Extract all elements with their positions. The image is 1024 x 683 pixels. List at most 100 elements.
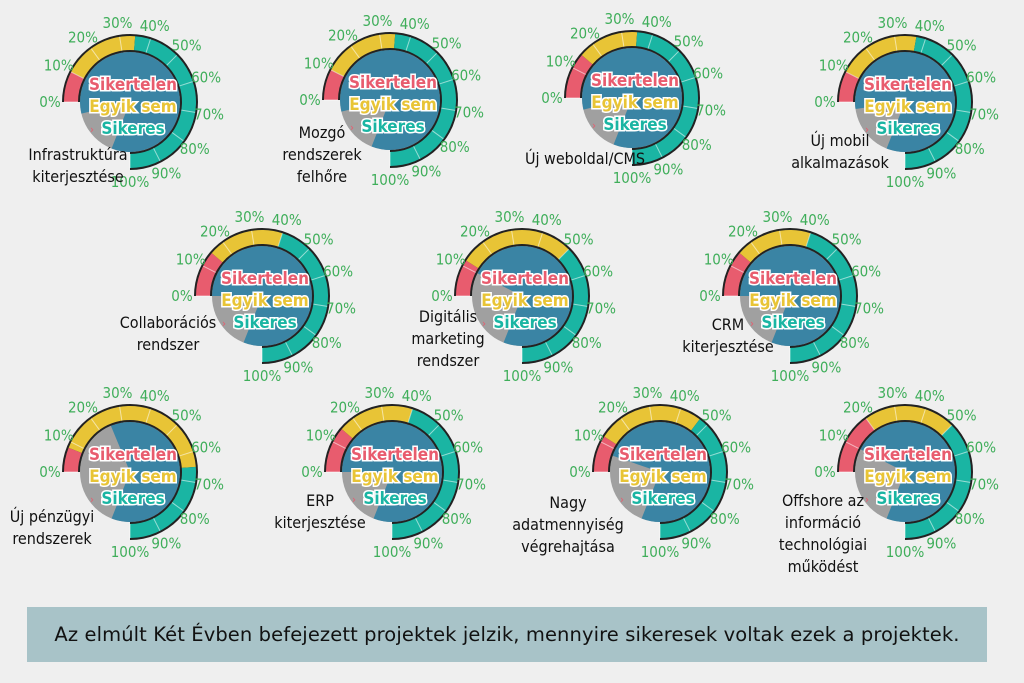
gauge-tick-label: 30% <box>877 14 907 32</box>
legend-arrow-icon: › <box>222 317 226 330</box>
gauge-tick-label: 10% <box>704 251 734 269</box>
project-name: CRM kiterjesztése <box>682 315 774 356</box>
gauge-tick-label: 10% <box>304 55 334 73</box>
gauge-tick-label: 10% <box>574 427 604 445</box>
gauge-tick-label: 100% <box>886 173 925 191</box>
footer-caption: Az elmúlt Két Évben befejezett projektek… <box>54 623 960 646</box>
gauge-tick-label: 80% <box>955 140 985 158</box>
legend-arrow-icon: › <box>90 101 94 114</box>
gauge-tick <box>179 81 193 87</box>
gauge-tick <box>285 342 293 356</box>
legend-label: Sikertelen <box>349 73 437 93</box>
project-name: Új mobil alkalmazások <box>791 131 889 172</box>
gauge-tick <box>330 69 344 77</box>
project-name: ERP kiterjesztése <box>274 491 366 532</box>
legend-arrow-icon: › <box>750 273 754 286</box>
legend-label: Sikeres <box>361 117 424 137</box>
gauge-tick <box>181 479 196 483</box>
gauge-inner-wedge <box>612 422 710 522</box>
footer-bar: Az elmúlt Két Évben befejezett projektek… <box>27 607 987 662</box>
legend-arrow-icon: › <box>620 493 624 506</box>
legend-label: Sikertelen <box>221 269 309 289</box>
legend-label: Egyik sem <box>864 467 952 487</box>
gauge-segment-failed <box>456 260 479 296</box>
gauge-segment-failed <box>326 429 353 472</box>
legend-label: Sikeres <box>876 489 939 509</box>
gauge-tick-label: 0% <box>431 287 453 305</box>
gauge-tick <box>511 230 515 245</box>
gauge-tick-label: 50% <box>674 32 704 50</box>
gauge-tick-label: 90% <box>681 534 711 552</box>
gauge-tick-label: 80% <box>442 510 472 528</box>
legend-label: Sikertelen <box>351 445 439 465</box>
legend-arrow-icon: › <box>352 471 356 484</box>
gauge: 0%10%20%30% 40%50%60%70%80%90%100%›Sikert… <box>411 208 616 385</box>
gauge-tick <box>171 502 184 512</box>
gauge-tick-label: 40% <box>670 387 700 405</box>
gauge-tick-label: 70% <box>194 106 224 124</box>
gauge-tick-label: 50% <box>172 406 202 424</box>
gauge-tick-label: 30% <box>362 12 392 30</box>
gauge-tick-label: 30% <box>234 208 264 226</box>
gauge-tick <box>90 418 100 431</box>
gauge-tick <box>673 128 686 138</box>
gauge-tick-label: 60% <box>453 438 483 456</box>
gauge-tick <box>928 518 936 532</box>
legend-arrow-icon: › <box>750 295 754 308</box>
gauge-tick-label: 0% <box>569 463 591 481</box>
gauge-tick-label: 100% <box>886 543 925 561</box>
legend-arrow-icon: › <box>482 273 486 286</box>
gauge-tick <box>573 303 588 307</box>
gauge-tick-label: 100% <box>371 171 410 189</box>
legend-arrow-icon: › <box>620 471 624 484</box>
gauge-tick-label: 50% <box>702 406 732 424</box>
gauge-tick-label: 60% <box>721 438 751 456</box>
gauge-tick <box>482 242 492 255</box>
gauge-inner-wedge <box>342 421 442 522</box>
gauge-segment-neither <box>604 406 700 445</box>
project-name: Offshore az információ technológiai működés… <box>779 491 867 576</box>
gauge-tick-label: 10% <box>819 427 849 445</box>
gauge-segment-success <box>632 32 698 164</box>
gauge-tick-label: 20% <box>843 398 873 416</box>
gauge-tick <box>928 148 936 162</box>
legend-arrow-icon: › <box>865 449 869 462</box>
gauge-segment-success <box>905 425 972 538</box>
gauge-tick <box>537 233 543 247</box>
gauge-tick-label: 80% <box>710 510 740 528</box>
gauge-tick-label: 40% <box>272 211 302 229</box>
legend-arrow-icon: › <box>350 77 354 90</box>
gauge-tick <box>90 48 100 61</box>
legend-label: Sikertelen <box>89 75 177 95</box>
gauge-tick <box>563 326 576 336</box>
gauge-tick-label: 90% <box>413 534 443 552</box>
gauge-segment-failed <box>839 72 859 102</box>
legend-label: Egyik sem <box>749 291 837 311</box>
gauge-tick-label: 20% <box>68 398 98 416</box>
gauge-segment-success <box>905 36 971 168</box>
gauge-tick-label: 20% <box>570 24 600 42</box>
gauge-tick-label: 0% <box>299 91 321 109</box>
gauge-tick-label: 60% <box>451 66 481 84</box>
gauge-tick <box>181 109 196 113</box>
gauge-tick-label: 90% <box>411 162 441 180</box>
legend-arrow-icon: › <box>482 317 486 330</box>
gauge: 0%10%20%30% 40%50%60%70%80%90%100%›Sikert… <box>120 208 356 385</box>
gauge-segment-failed <box>839 418 875 472</box>
legend-label: Egyik sem <box>591 93 679 113</box>
gauge-tick <box>145 39 151 53</box>
gauge: 0%10%20%30% 40%50%60%70%80%90%100%›Sikert… <box>791 14 999 191</box>
gauge-segment-neither <box>68 406 196 468</box>
project-name: Mozgó rendszerek felhőre <box>282 123 362 186</box>
gauge-tick-label: 10% <box>546 53 576 71</box>
gauge-tick-label: 0% <box>814 93 836 111</box>
gauge-tick-label: 60% <box>966 438 996 456</box>
gauge-tick-label: 20% <box>728 222 758 240</box>
legend-label: Egyik sem <box>221 291 309 311</box>
gauge-tick-label: 100% <box>771 367 810 385</box>
gauge-tick-label: 50% <box>172 36 202 54</box>
gauge-segment-success <box>390 34 456 166</box>
gauge-tick-label: 40% <box>915 387 945 405</box>
gauge: 0%10%20%30% 40%50%60%70%80%90%100%›Sikert… <box>682 208 884 385</box>
gauge-tick-label: 0% <box>814 463 836 481</box>
